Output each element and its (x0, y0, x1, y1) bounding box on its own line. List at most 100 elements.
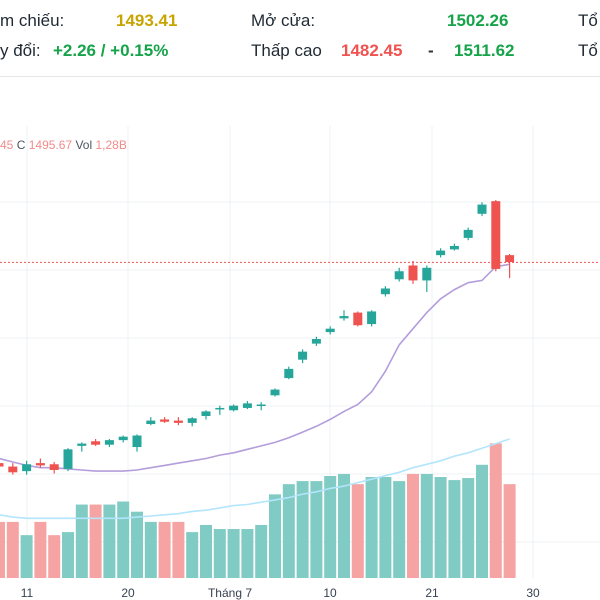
volume-bar (503, 484, 516, 578)
volume-bar (89, 504, 102, 578)
volume-bar (407, 473, 419, 578)
open-value: 1502.26 (447, 11, 509, 30)
candle-body (270, 389, 280, 396)
candle-body (77, 443, 87, 446)
x-tick-label: Tháng 7 (208, 586, 252, 600)
volume-bar (227, 529, 240, 578)
volume-bar (200, 524, 212, 578)
x-axis-ticks: 11 20 Tháng 7 10 21 30 (21, 586, 540, 600)
candle-body (463, 229, 473, 238)
change-label: y đổi: (0, 41, 41, 60)
range-separator: - (428, 41, 434, 60)
ma-short-path (0, 263, 510, 472)
volume-bar (489, 443, 502, 578)
volume-bar (269, 494, 281, 578)
candle-body (146, 420, 156, 425)
volume-bar (117, 501, 130, 578)
change-value: +2.26 / +0.15% (53, 41, 169, 60)
ref-price-value: 1493.41 (116, 11, 178, 30)
volume-bar (393, 481, 406, 578)
ref-price-label: m chiếu: (0, 11, 65, 30)
range-low-value: 1482.45 (341, 41, 403, 60)
volume-bar (324, 476, 337, 578)
volume-bar (338, 473, 350, 578)
x-tick-label: 10 (323, 586, 337, 600)
candle-body (35, 463, 45, 466)
candle-body (91, 441, 101, 445)
volume-bar (282, 484, 295, 578)
candle-body (339, 316, 349, 319)
range-high-value: 1511.62 (454, 41, 515, 60)
volume-bar (34, 521, 47, 578)
candle-body (229, 405, 239, 411)
volume-bar (296, 481, 309, 578)
candle-body (22, 464, 32, 472)
total-label-1: Tổ (578, 11, 598, 30)
candle-body (173, 420, 183, 423)
legend-vol-value: 1,28B (95, 138, 127, 152)
volume-bar (213, 529, 226, 578)
volume-bar (255, 524, 268, 578)
candle-body (187, 418, 197, 423)
x-tick-label: 11 (21, 586, 34, 600)
volume-bar (20, 535, 33, 578)
volume-bar (186, 532, 199, 578)
ma-long-path (0, 438, 510, 520)
candles (0, 200, 515, 475)
x-tick-label: 21 (425, 586, 439, 600)
volume-bar (351, 484, 364, 578)
open-label: Mở cửa: (251, 11, 316, 30)
candle-body (298, 351, 308, 360)
candle-body (8, 466, 18, 473)
volume-bar (310, 481, 323, 578)
candle-body (367, 311, 377, 325)
candle-body (49, 464, 59, 470)
volume-bar (434, 477, 447, 578)
volume-bar (241, 529, 254, 578)
legend-prefix: 45 (0, 138, 14, 152)
candle-body (436, 250, 446, 256)
volume-bar (172, 521, 185, 578)
legend-close-value: 1495.67 (28, 138, 73, 152)
candle-body (132, 435, 142, 448)
header-divider (0, 76, 600, 77)
volume-bars (0, 443, 516, 578)
x-tick-label: 30 (526, 586, 540, 600)
candle-body (0, 463, 4, 467)
candle-body (201, 411, 211, 416)
candle-body (311, 339, 321, 344)
legend-vol-key: Vol (75, 138, 93, 152)
ohlc-legend: 45 C 1495.67 Vol 1,28B (0, 138, 127, 152)
candle-body (104, 440, 114, 445)
candle-body (242, 403, 252, 408)
legend-close-key: C (16, 138, 26, 152)
volume-bar (158, 521, 171, 578)
volume-bar (131, 511, 143, 578)
ma-long-line (0, 438, 510, 520)
candle-body (353, 312, 363, 326)
candle-body (449, 245, 459, 250)
candle-body (215, 407, 225, 410)
volume-bar (462, 478, 475, 578)
volume-bar (0, 521, 5, 578)
candle-body (380, 288, 390, 295)
candle-body (118, 436, 128, 441)
range-label: Thấp cao (251, 41, 322, 60)
volume-bar (379, 477, 392, 578)
candle-body (408, 265, 418, 281)
volume-bar (365, 477, 378, 578)
candle-body (422, 267, 432, 281)
total-label-2: Tổ (578, 41, 598, 60)
volume-bar (420, 473, 433, 578)
candle-body (160, 419, 170, 422)
candle-body (256, 404, 266, 407)
volume-bar (144, 521, 157, 578)
volume-bar (103, 504, 116, 578)
volume-bar (75, 504, 88, 578)
candle-body (325, 328, 335, 333)
volume-bar (62, 532, 74, 578)
candle-body (284, 368, 294, 379)
x-tick-label: 20 (121, 586, 135, 600)
volume-bar (448, 480, 461, 578)
